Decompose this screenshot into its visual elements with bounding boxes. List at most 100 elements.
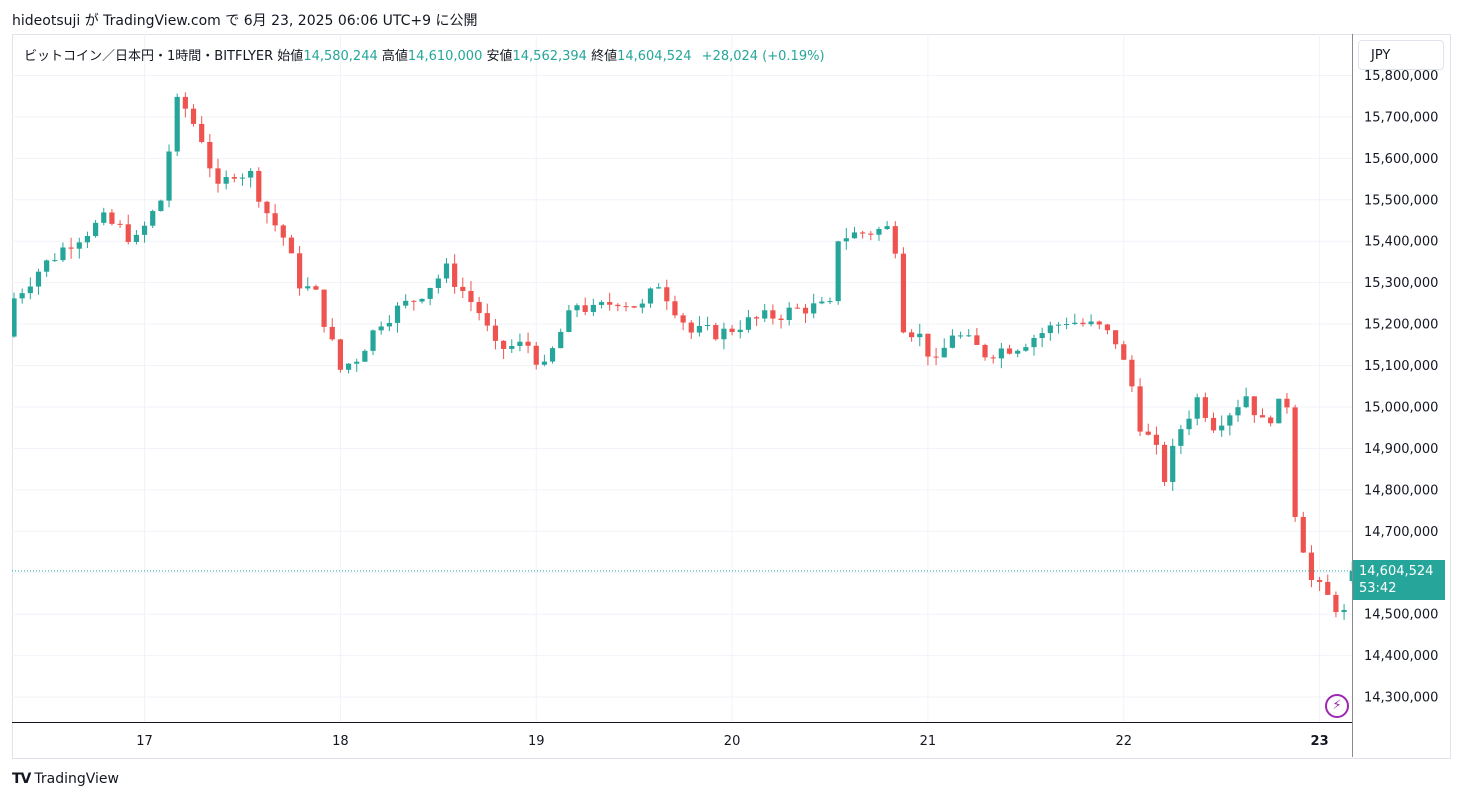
candle-up [639, 303, 645, 308]
candle-up [158, 200, 164, 212]
chart-frame [12, 34, 1451, 759]
candle-down [623, 306, 629, 308]
candle-up [1349, 570, 1352, 581]
candle-down [207, 141, 213, 169]
legend-open-label: 始値 [277, 49, 304, 64]
lightning-icon[interactable]: ⚡ [1325, 694, 1349, 718]
candle-up [1276, 398, 1282, 424]
candle-down [1096, 321, 1102, 325]
candle-down [794, 307, 800, 309]
candle-down [1292, 407, 1298, 517]
candle-down [231, 177, 237, 179]
time-axis[interactable]: 17 18 19 20 21 22 23 [12, 722, 1352, 757]
candle-up [1023, 347, 1029, 351]
candle-down [476, 302, 482, 314]
candle-down [868, 233, 874, 235]
candle-up [884, 226, 890, 230]
candle-down [492, 325, 499, 341]
candle-down [1333, 594, 1339, 613]
candle-up [941, 347, 947, 358]
candle-down [1284, 398, 1290, 408]
candle-up [403, 300, 409, 306]
time-tick-label: 19 [528, 734, 545, 749]
candle-up [1235, 407, 1241, 416]
candle-up [851, 232, 858, 239]
candle-up [93, 222, 99, 237]
candle-up [378, 326, 384, 331]
candle-up [517, 341, 523, 347]
candle-up [362, 350, 368, 362]
candle-down [860, 232, 866, 234]
candle-up [966, 335, 972, 337]
price-tick-label: 15,400,000 [1364, 235, 1438, 250]
candle-down [974, 335, 980, 345]
candle-down [1210, 417, 1217, 431]
price-tick-label: 14,700,000 [1364, 525, 1438, 540]
candle-up [949, 335, 955, 348]
candle-down [1113, 330, 1119, 345]
price-tick-label: 14,400,000 [1364, 649, 1438, 664]
price-tick-label: 15,100,000 [1364, 359, 1438, 374]
candle-down [713, 325, 719, 340]
time-tick-label: 20 [724, 734, 741, 749]
footer-brand[interactable]: 𝗧𝗩 TradingView [12, 771, 119, 787]
candle-down [109, 212, 115, 224]
candle-up [44, 260, 50, 272]
candle-up [737, 329, 743, 332]
price-tick-label: 15,200,000 [1364, 318, 1438, 333]
candle-down [525, 341, 531, 346]
last-price-label: 14,604,524 53:42 [1353, 560, 1445, 600]
candle-up [1170, 445, 1176, 482]
time-tick-label: 22 [1115, 734, 1132, 749]
candle-down [272, 213, 278, 226]
price-tick-label: 15,700,000 [1364, 110, 1438, 125]
candle-up [786, 307, 792, 320]
time-axis-ticks: 17 18 19 20 21 22 23 [136, 734, 1328, 749]
candle-down [297, 253, 303, 289]
candle-down [753, 317, 760, 319]
bar-countdown: 53:42 [1359, 581, 1397, 596]
legend-symbol: ビットコイン／日本円・1時間・BITFLYER [24, 49, 274, 64]
candle-down [460, 286, 466, 291]
candle-down [1300, 516, 1306, 553]
candle-down [607, 302, 613, 305]
candle-down [190, 108, 197, 124]
candle-up [1072, 322, 1078, 325]
candle-down [1161, 444, 1168, 482]
candlestick-chart[interactable] [12, 34, 1352, 722]
candle-up [394, 305, 401, 323]
candle-down [182, 96, 188, 109]
candle-up [957, 335, 964, 337]
candle-up [696, 325, 703, 333]
legend-high: 14,610,000 [407, 49, 483, 64]
candle-up [598, 302, 605, 305]
last-price-value: 14,604,524 [1359, 564, 1434, 579]
legend-close-label: 終値 [591, 49, 618, 64]
candle-down [313, 286, 319, 290]
candle-down [1251, 396, 1257, 416]
candle-up [811, 303, 817, 314]
candle-down [1268, 417, 1274, 424]
candle-up [1055, 324, 1062, 326]
candle-down [501, 340, 507, 349]
candle-down [664, 287, 670, 302]
candle-up [1227, 415, 1233, 426]
price-axis-ticks: 15,800,000 15,700,000 15,600,000 15,500,000… [1364, 69, 1438, 706]
candle-up [443, 263, 450, 279]
candle-down [1308, 552, 1315, 581]
candle-up [248, 170, 254, 178]
candle-down [729, 328, 735, 332]
candle-up [239, 177, 246, 179]
candle-up [762, 310, 768, 319]
price-tick-label: 15,500,000 [1364, 193, 1438, 208]
candle-up [647, 288, 654, 304]
candle-up [835, 241, 841, 302]
candle-down [321, 289, 327, 327]
price-axis[interactable]: 15,800,000 15,700,000 15,600,000 15,500,000… [1352, 34, 1449, 757]
price-tick-label: 14,800,000 [1364, 483, 1438, 498]
price-tick-label: 15,600,000 [1364, 152, 1438, 167]
candles [12, 92, 1352, 621]
price-tick-label: 14,500,000 [1364, 608, 1438, 623]
candle-up [35, 271, 42, 287]
currency-button[interactable]: JPY [1358, 40, 1444, 70]
